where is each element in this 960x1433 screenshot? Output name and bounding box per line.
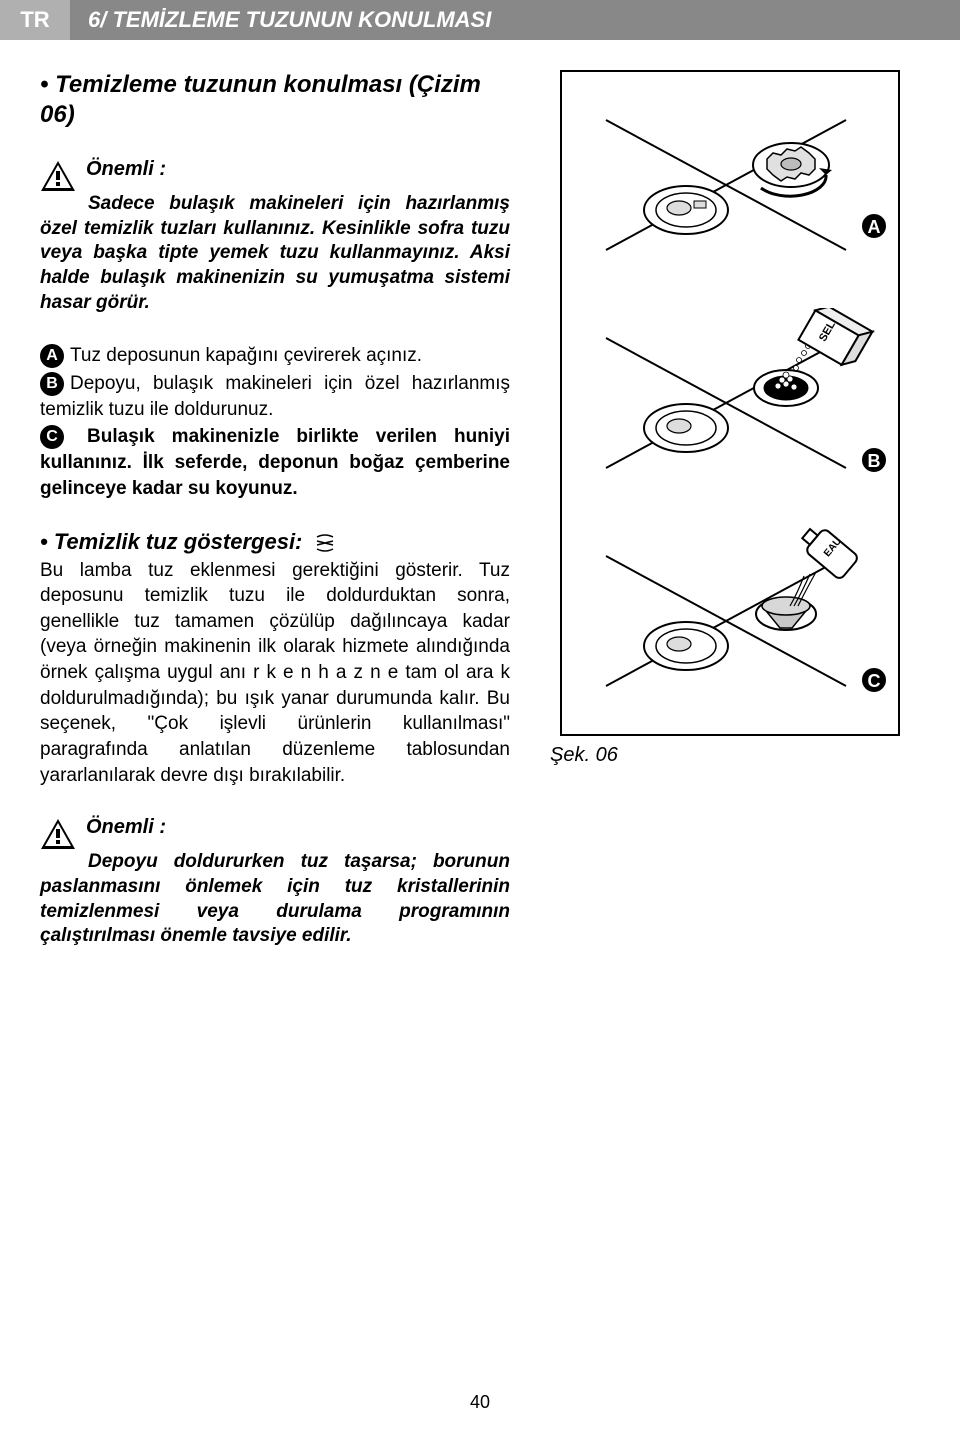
warning-block-2: Önemli : Depoyu doldururken tuz taşarsa;… — [40, 816, 510, 949]
diagram-label-c: C — [860, 666, 888, 694]
diagram-a: A — [576, 90, 884, 280]
diagram-c: EAU C — [576, 526, 884, 716]
right-column: A — [540, 70, 920, 977]
indicator-body: Bu lamba tuz eklenmesi gerektiğini göste… — [40, 558, 510, 789]
warning-icon — [40, 818, 76, 850]
step-c-text: Bulaşık makinenizle birlikte verilen hun… — [40, 426, 510, 498]
figure-caption: Şek. 06 — [550, 744, 618, 767]
warning-icon — [40, 160, 76, 192]
page-header: TR 6/ TEMİZLEME TUZUNUN KONULMASI — [0, 0, 960, 40]
figure-box: A — [560, 70, 900, 736]
page-number: 40 — [0, 1392, 960, 1413]
bullet-c-icon: C — [40, 425, 64, 449]
indicator-title: • Temizlik tuz göstergesi: — [40, 529, 302, 554]
step-a: A Tuz deposunun kapağını çevirerek açınız… — [40, 343, 510, 369]
indicator-section: • Temizlik tuz göstergesi: Bu lamba tuz … — [40, 529, 510, 788]
step-c: C Bulaşık makinenizle birlikte verilen h… — [40, 424, 510, 501]
steps-list: A Tuz deposunun kapağını çevirerek açınız… — [40, 343, 510, 501]
step-a-text: Tuz deposunun kapağını çevirerek açınız. — [70, 345, 422, 366]
language-badge: TR — [0, 0, 70, 40]
warning-title-1: Önemli : — [86, 158, 166, 181]
warning-body-1: Sadece bulaşık makineleri için hazırlanm… — [40, 192, 510, 315]
bullet-a-icon: A — [40, 344, 64, 368]
diagram-label-b: B — [860, 446, 888, 474]
content-area: • Temizleme tuzunun konulması (Çizim 06)… — [0, 40, 960, 977]
bullet-b-icon: B — [40, 372, 64, 396]
step-b: BDepoyu, bulaşık makineleri için özel ha… — [40, 371, 510, 422]
diagram-b: SEL B — [576, 308, 884, 498]
salt-indicator-icon — [313, 533, 337, 558]
warning-title-2: Önemli : — [86, 816, 166, 839]
subtitle: • Temizleme tuzunun konulması (Çizim 06) — [40, 70, 510, 130]
left-column: • Temizleme tuzunun konulması (Çizim 06)… — [40, 70, 510, 977]
warning-block-1: Önemli : Sadece bulaşık makineleri için … — [40, 158, 510, 315]
step-b-text: Depoyu, bulaşık makineleri için özel haz… — [40, 373, 510, 420]
section-title: 6/ TEMİZLEME TUZUNUN KONULMASI — [70, 0, 960, 40]
diagram-label-a: A — [860, 212, 888, 240]
warning-body-2: Depoyu doldururken tuz taşarsa; borunun … — [40, 850, 510, 949]
